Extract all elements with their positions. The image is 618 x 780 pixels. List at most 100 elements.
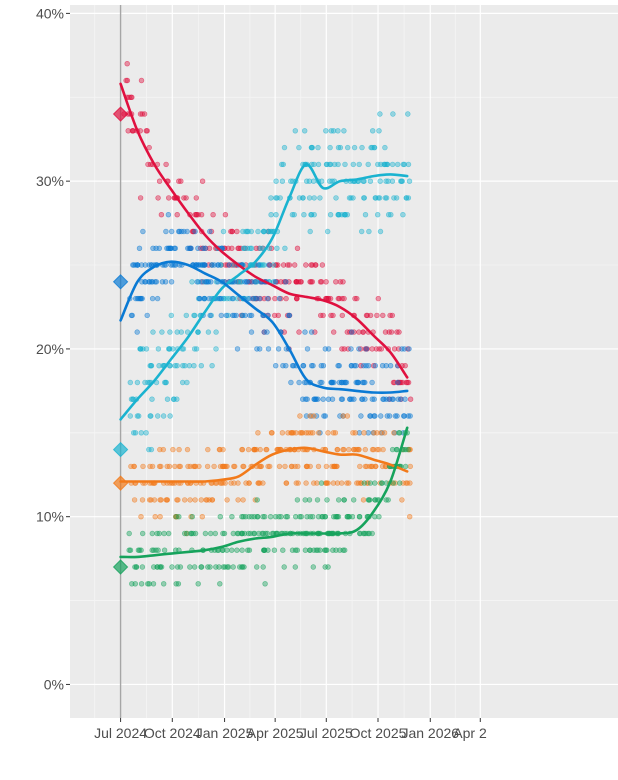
poll-point <box>163 497 169 503</box>
poll-point <box>269 530 275 537</box>
poll-point <box>146 144 152 151</box>
poll-point <box>290 430 297 436</box>
y-axis: 0% 10% 20% 30% 40% <box>36 5 70 692</box>
poll-point <box>400 212 406 218</box>
poll-point <box>134 262 141 268</box>
poll-point <box>323 480 329 486</box>
poll-point <box>242 245 248 252</box>
poll-point <box>407 513 413 520</box>
poll-point <box>262 581 268 587</box>
poll-point <box>144 312 150 319</box>
poll-point <box>254 497 260 503</box>
poll-point <box>380 446 386 453</box>
poll-point <box>154 295 161 302</box>
poll-point <box>169 228 175 235</box>
poll-point <box>311 396 317 402</box>
poll-point <box>221 463 227 470</box>
poll-point <box>389 446 396 453</box>
poll-point <box>192 497 198 503</box>
poll-point <box>229 547 235 553</box>
poll-point <box>156 463 163 470</box>
poll-point <box>136 413 142 419</box>
election-result-marker-green <box>112 559 129 575</box>
poll-point <box>292 564 298 570</box>
poll-point <box>159 329 165 335</box>
poll-point <box>273 363 279 369</box>
poll-point <box>280 161 286 168</box>
poll-point <box>393 195 400 201</box>
poll-point <box>366 228 372 235</box>
poll-point <box>268 212 274 218</box>
poll-point <box>325 396 332 402</box>
poll-point <box>252 530 258 537</box>
poll-point <box>144 128 150 134</box>
poll-point <box>356 446 362 453</box>
poll-point <box>365 430 371 436</box>
poll-point <box>222 212 229 218</box>
poll-point <box>357 513 363 520</box>
poll-point <box>333 279 339 285</box>
poll-point <box>246 547 253 553</box>
poll-point <box>279 430 286 436</box>
poll-point <box>146 262 152 268</box>
poll-point <box>191 346 198 352</box>
poll-point <box>199 178 206 184</box>
poll-point <box>386 396 392 402</box>
poll-point <box>336 212 342 218</box>
poll-point <box>283 363 289 369</box>
poll-point <box>341 497 347 503</box>
poll-point <box>149 295 156 302</box>
poll-point <box>156 363 162 369</box>
poll-point <box>238 530 245 537</box>
poll-point <box>328 161 334 168</box>
poll-point <box>151 564 157 570</box>
poll-point <box>147 463 153 470</box>
poll-point <box>158 212 165 218</box>
poll-point <box>124 60 130 67</box>
poll-point <box>167 329 173 335</box>
poll-point <box>156 245 163 252</box>
poll-point <box>139 564 146 570</box>
poll-point <box>307 228 313 235</box>
poll-point <box>363 346 369 352</box>
poll-point <box>357 346 364 352</box>
poll-point <box>229 228 235 235</box>
poll-point <box>337 547 343 553</box>
poll-point <box>371 363 377 369</box>
poll-point <box>405 379 412 386</box>
poll-point <box>378 346 385 352</box>
poll-point <box>133 564 140 570</box>
poll-point <box>178 178 184 184</box>
poll-point <box>289 430 295 436</box>
poll-point <box>323 463 330 470</box>
poll-point <box>296 379 302 386</box>
poll-point <box>167 413 173 419</box>
poll-point <box>137 111 144 117</box>
poll-point <box>274 245 280 252</box>
poll-point <box>379 363 386 369</box>
poll-point <box>278 295 284 302</box>
poll-point <box>149 530 156 537</box>
poll-point <box>176 228 182 235</box>
poll-point <box>139 497 146 503</box>
poll-point <box>379 480 385 486</box>
poll-point <box>128 463 134 470</box>
poll-point <box>174 363 180 369</box>
poll-point <box>207 564 213 570</box>
poll-point <box>138 513 144 520</box>
poll-point <box>351 497 357 503</box>
poll-point <box>148 363 154 369</box>
poll-point <box>381 161 387 168</box>
poll-point <box>239 446 245 453</box>
poll-point <box>401 413 407 419</box>
poll-point <box>382 195 389 201</box>
trend-lines <box>119 82 409 559</box>
poll-point <box>347 329 353 335</box>
poll-point <box>315 463 322 470</box>
poll-point <box>323 279 329 285</box>
poll-point <box>328 312 334 319</box>
poll-point <box>207 312 213 319</box>
poll-point <box>241 564 247 570</box>
poll-point <box>329 379 335 386</box>
poll-point <box>167 363 173 369</box>
